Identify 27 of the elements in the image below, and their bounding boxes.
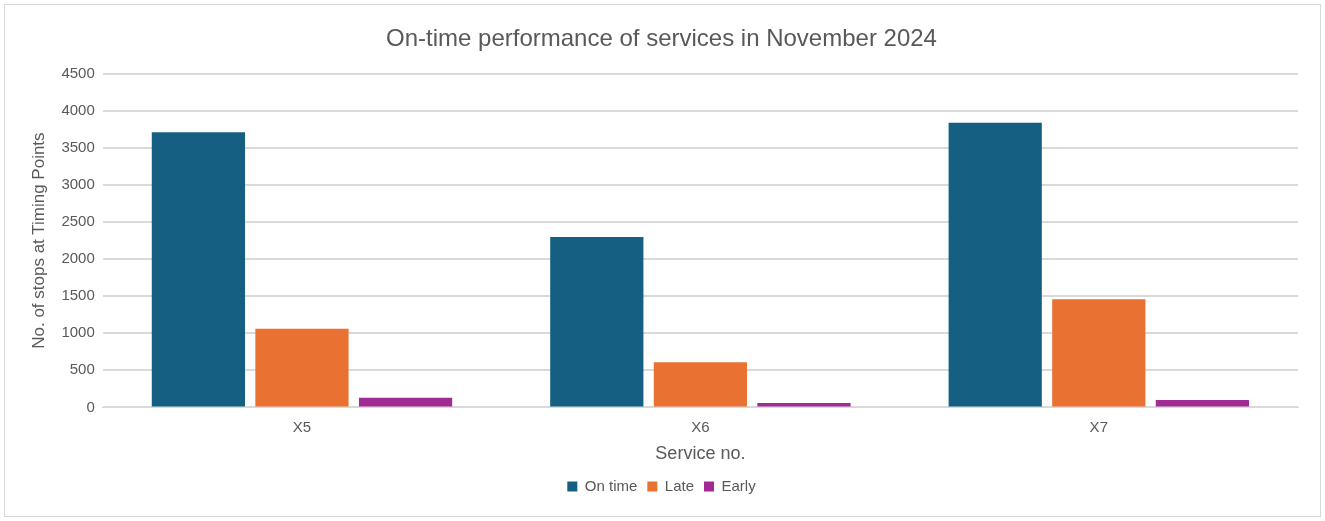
bar — [653, 362, 747, 407]
legend-label: On time — [584, 476, 638, 494]
bar — [358, 397, 453, 407]
y-tick-label: 500 — [69, 360, 95, 378]
x-axis-title: Service no. — [655, 443, 746, 464]
bar — [1052, 299, 1146, 407]
y-tick-label: 2000 — [61, 249, 95, 267]
x-tick-label: X5 — [292, 417, 312, 435]
bar — [151, 132, 245, 407]
y-tick-label: 2500 — [61, 212, 95, 230]
x-tick-label: X7 — [1089, 417, 1108, 435]
y-tick-label: 1500 — [61, 286, 95, 304]
y-tick-label: 3000 — [61, 175, 95, 193]
y-tick-label: 1000 — [61, 323, 95, 341]
bar — [948, 122, 1042, 407]
bar — [255, 328, 349, 407]
legend-label: Late — [664, 476, 695, 494]
chart-title: On-time performance of services in November 2024 — [386, 24, 937, 52]
bar — [550, 236, 644, 407]
bar — [1155, 399, 1249, 407]
y-tick-label: 0 — [86, 397, 95, 415]
y-axis-title: No. of stops at Timing Points — [28, 132, 48, 349]
x-tick-label: X6 — [691, 417, 710, 435]
y-tick-label: 3500 — [61, 138, 95, 156]
y-tick-label: 4500 — [61, 63, 95, 81]
legend-label: Early — [721, 476, 757, 494]
y-tick-label: 4000 — [61, 101, 95, 119]
